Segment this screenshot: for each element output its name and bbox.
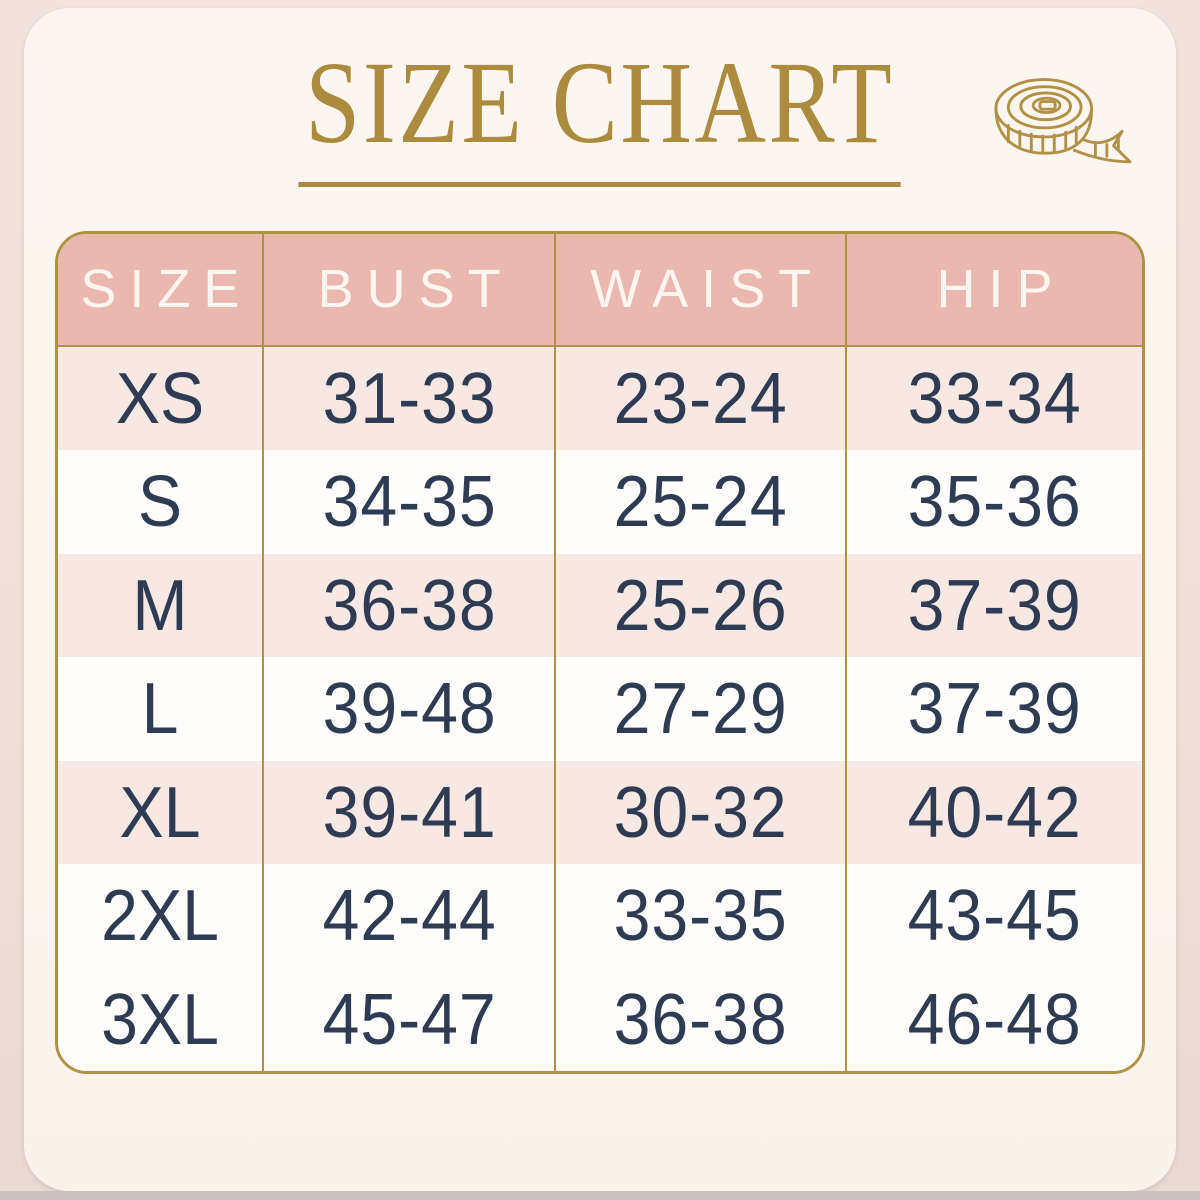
size-label-3xl: 3XL: [100, 979, 219, 1060]
column-header-hip: HIP: [844, 233, 1142, 347]
cell-l-hip: 37-39: [844, 657, 1142, 761]
bust-value-2xl: 42-44: [322, 876, 497, 957]
cell-m-hip: 37-39: [844, 553, 1142, 658]
photo-bottom-edge: [0, 1191, 1200, 1200]
cell-2xl-bust: 42-44: [261, 864, 555, 968]
measuring-tape-icon: [994, 78, 1132, 164]
hip-value-xl: 40-42: [907, 772, 1082, 853]
page-title: SIZE CHART: [298, 38, 902, 187]
size-label-s: S: [137, 462, 182, 543]
cell-2xl-waist: 33-35: [554, 864, 845, 968]
waist-value-m: 25-26: [613, 565, 788, 646]
cell-3xl-waist: 36-38: [554, 967, 845, 1072]
size-label-xs: XS: [115, 358, 205, 439]
bust-value-l: 39-48: [322, 669, 497, 750]
cell-m-bust: 36-38: [261, 553, 555, 658]
cell-2xl-hip: 43-45: [844, 864, 1142, 968]
size-table: SIZE BUST WAIST HIP XS 31-33 23-24 33-34…: [55, 230, 1145, 1075]
bust-value-3xl: 45-47: [322, 979, 497, 1060]
bust-value-xl: 39-41: [322, 772, 497, 853]
waist-value-xl: 30-32: [613, 772, 788, 853]
cell-3xl-size: 3XL: [58, 967, 262, 1072]
bust-value-m: 36-38: [322, 565, 497, 646]
waist-value-s: 25-24: [613, 462, 788, 543]
cell-2xl-size: 2XL: [58, 864, 262, 968]
cell-m-waist: 25-26: [554, 553, 845, 658]
cell-xl-bust: 39-41: [261, 760, 555, 865]
cell-xs-waist: 23-24: [554, 346, 845, 451]
cell-xl-size: XL: [58, 760, 262, 865]
waist-value-l: 27-29: [613, 669, 788, 750]
cell-s-size: S: [58, 450, 262, 554]
cell-l-size: L: [58, 657, 262, 761]
cell-l-bust: 39-48: [261, 657, 555, 761]
hip-value-l: 37-39: [907, 669, 1082, 750]
cell-3xl-bust: 45-47: [261, 967, 555, 1072]
column-header-size: SIZE: [58, 233, 262, 347]
title-area: SIZE CHART: [24, 8, 1176, 187]
size-label-2xl: 2XL: [100, 876, 219, 957]
cell-s-bust: 34-35: [261, 450, 555, 554]
cell-s-hip: 35-36: [844, 450, 1142, 554]
size-chart-card: SIZE CHART: [24, 8, 1176, 1191]
waist-value-2xl: 33-35: [613, 876, 788, 957]
bust-value-xs: 31-33: [322, 358, 497, 439]
hip-value-s: 35-36: [907, 462, 1082, 543]
hip-value-xs: 33-34: [907, 358, 1082, 439]
hip-value-m: 37-39: [907, 565, 1082, 646]
waist-value-3xl: 36-38: [613, 979, 788, 1060]
cell-xs-bust: 31-33: [261, 346, 555, 451]
cell-xl-hip: 40-42: [844, 760, 1142, 865]
cell-xl-waist: 30-32: [554, 760, 845, 865]
cell-3xl-hip: 46-48: [844, 967, 1142, 1072]
cell-l-waist: 27-29: [554, 657, 845, 761]
hip-value-3xl: 46-48: [907, 979, 1082, 1060]
hip-value-2xl: 43-45: [907, 876, 1082, 957]
waist-value-xs: 23-24: [613, 358, 788, 439]
bust-value-s: 34-35: [322, 462, 497, 543]
size-label-m: M: [132, 565, 188, 646]
size-label-l: L: [141, 669, 179, 750]
cell-xs-hip: 33-34: [844, 346, 1142, 451]
cell-xs-size: XS: [58, 346, 262, 451]
cell-s-waist: 25-24: [554, 450, 845, 554]
column-header-bust: BUST: [261, 233, 555, 347]
cell-m-size: M: [58, 553, 262, 658]
column-header-waist: WAIST: [554, 233, 845, 347]
size-label-xl: XL: [119, 772, 201, 853]
